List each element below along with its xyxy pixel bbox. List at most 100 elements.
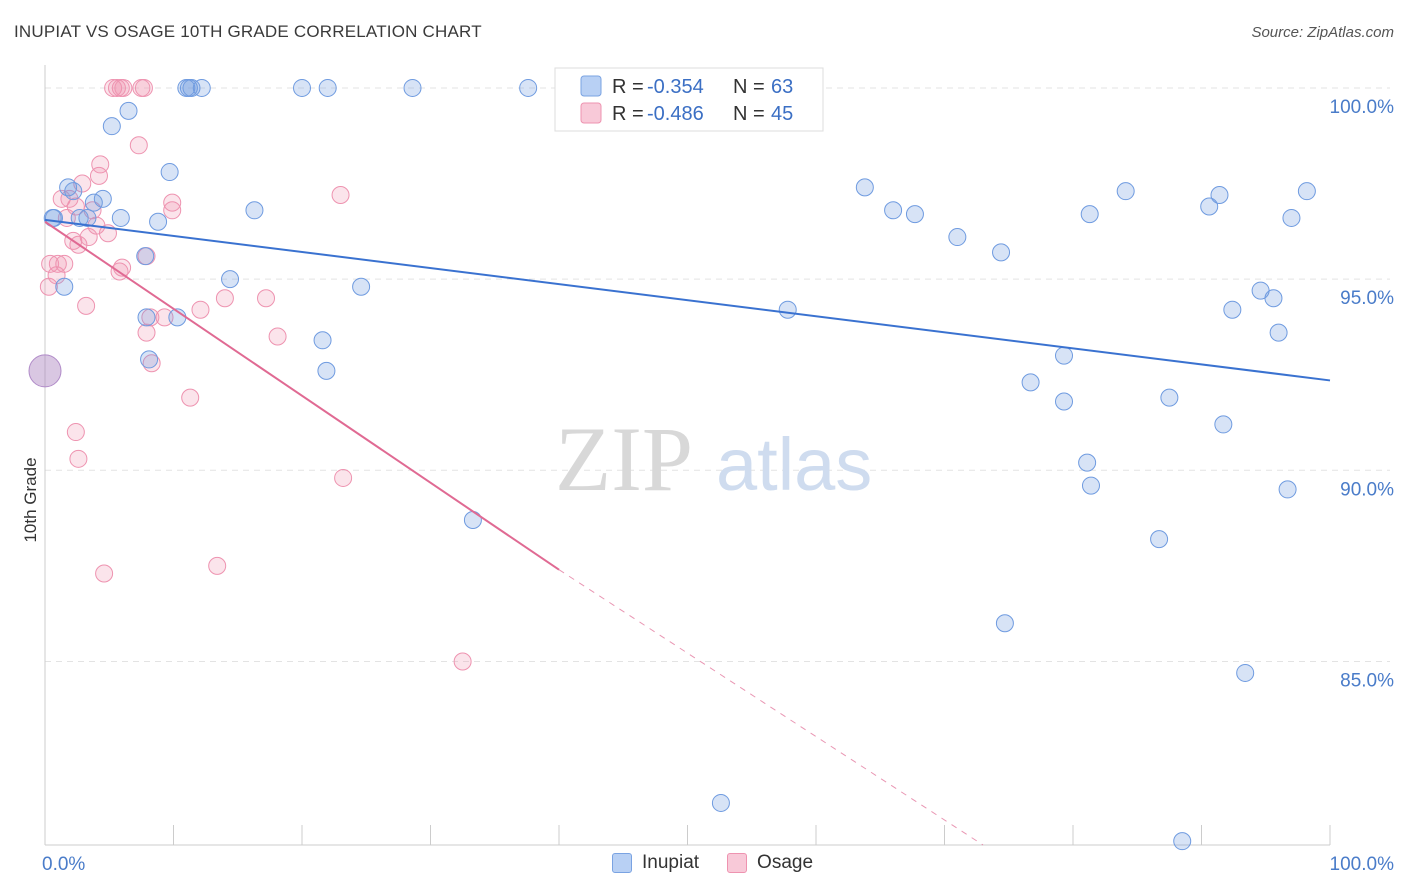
inupiat-point	[55, 277, 74, 296]
osage-point	[134, 78, 153, 97]
osage-point	[77, 296, 96, 315]
legend-item-inupiat[interactable]: Inupiat	[612, 852, 699, 874]
osage-point	[114, 78, 133, 97]
tick-labels: 85.0% 90.0% 95.0% 100.0% 0.0% 100.0%	[42, 97, 1394, 875]
y-tick-label: 85.0%	[1340, 670, 1394, 691]
osage-point	[334, 468, 353, 487]
osage-point	[155, 308, 174, 327]
grid-lines	[45, 87, 1390, 662]
legend-r-value-osage: -0.486	[647, 103, 704, 125]
inupiat-point	[1297, 182, 1316, 201]
inupiat-point	[1210, 186, 1229, 204]
chart-title: INUPIAT VS OSAGE 10TH GRADE CORRELATION …	[14, 22, 482, 41]
osage-point	[55, 254, 74, 273]
inupiat-point	[160, 163, 179, 182]
osage-point	[41, 254, 60, 273]
legend-r-label-inupiat: R =	[612, 76, 644, 98]
inupiat-point	[1021, 373, 1040, 392]
osage-point	[453, 652, 472, 671]
osage-point	[191, 300, 210, 319]
legend-r-value-inupiat: -0.354	[647, 76, 704, 98]
osage-point	[208, 556, 227, 575]
inupiat-point	[1269, 323, 1288, 342]
watermark-atlas: atlas	[716, 423, 872, 506]
inupiat-point	[1236, 663, 1255, 682]
osage-point	[104, 78, 123, 97]
legend-r-label-osage: R =	[612, 103, 644, 125]
legend-n-value-inupiat: 63	[771, 76, 793, 98]
inupiat-point	[64, 182, 83, 201]
inupiat-point	[1081, 476, 1100, 495]
inupiat-point	[111, 208, 130, 227]
osage-point	[257, 289, 276, 308]
osage-point	[89, 166, 108, 185]
osage-swatch	[727, 853, 748, 873]
osage-label: Osage	[757, 852, 814, 873]
osage-point	[73, 174, 92, 193]
source-credit: Source: ZipAtlas.com	[1251, 24, 1394, 41]
inupiat-point	[519, 78, 538, 97]
inupiat-point	[948, 228, 967, 247]
legend-item-osage[interactable]: Osage	[727, 852, 813, 874]
inupiat-point	[221, 270, 240, 289]
osage-point	[66, 423, 85, 442]
inupiat-point	[182, 78, 201, 97]
osage-point	[181, 388, 200, 407]
legend-swatch-osage	[580, 102, 602, 124]
inupiat-point	[995, 614, 1014, 633]
osage-point	[331, 186, 350, 204]
inupiat-point	[245, 201, 264, 220]
osage-point	[268, 327, 287, 346]
inupiat-label: Inupiat	[642, 852, 700, 873]
legend-n-label-osage: N =	[733, 103, 765, 125]
watermark-zip: ZIP	[555, 408, 693, 510]
osage-point	[95, 564, 114, 583]
osage-trend-extension	[558, 569, 984, 846]
y-tick-label: 100.0%	[1330, 97, 1395, 118]
legend-n-label-inupiat: N =	[733, 76, 765, 98]
inupiat-point	[1078, 453, 1097, 472]
inupiat-point	[317, 361, 336, 380]
osage-point	[48, 254, 67, 273]
inupiat-point	[1173, 832, 1192, 851]
inupiat-point	[778, 300, 797, 319]
inupiat-point	[318, 78, 337, 97]
inupiat-point	[1282, 208, 1301, 227]
osage-point	[163, 201, 182, 220]
watermark: ZIP atlas	[555, 408, 872, 510]
osage-point	[66, 197, 85, 216]
inupiat-point	[119, 101, 138, 120]
osage-point	[91, 155, 110, 174]
legend-swatch-inupiat	[580, 75, 602, 97]
inupiat-point	[1055, 392, 1074, 411]
series-legend: Inupiat Osage	[612, 852, 831, 874]
x-tick-label: 100.0%	[1330, 854, 1395, 875]
osage-point	[141, 308, 160, 327]
inupiat-point	[1214, 415, 1233, 434]
legend-n-value-osage: 45	[771, 103, 793, 125]
inupiat-point	[192, 78, 211, 97]
inupiat-point	[1160, 388, 1179, 407]
stats-legend: R = -0.354 N = 63 R = -0.486 N = 45	[554, 67, 824, 132]
trend-lines	[44, 218, 1331, 846]
inupiat-point	[1278, 480, 1297, 499]
inupiat-point	[855, 178, 874, 197]
inupiat-point	[293, 78, 311, 97]
y-axis-label: 10th Grade	[21, 457, 40, 542]
inupiat-point	[84, 193, 103, 212]
y-tick-label: 90.0%	[1340, 479, 1394, 500]
inupiat-point	[905, 205, 924, 224]
inupiat-point	[992, 243, 1011, 262]
inupiat-point	[463, 511, 482, 529]
x-tick-label: 0.0%	[42, 854, 85, 875]
y-tick-label: 95.0%	[1340, 288, 1394, 309]
osage-point	[137, 323, 156, 342]
inupiat-point	[1080, 205, 1099, 224]
inupiat-point	[140, 350, 159, 369]
inupiat-point	[884, 201, 903, 220]
inupiat-point	[70, 208, 89, 227]
inupiat-point	[149, 212, 168, 231]
inupiat-point	[1200, 197, 1219, 216]
osage-point	[69, 449, 88, 468]
